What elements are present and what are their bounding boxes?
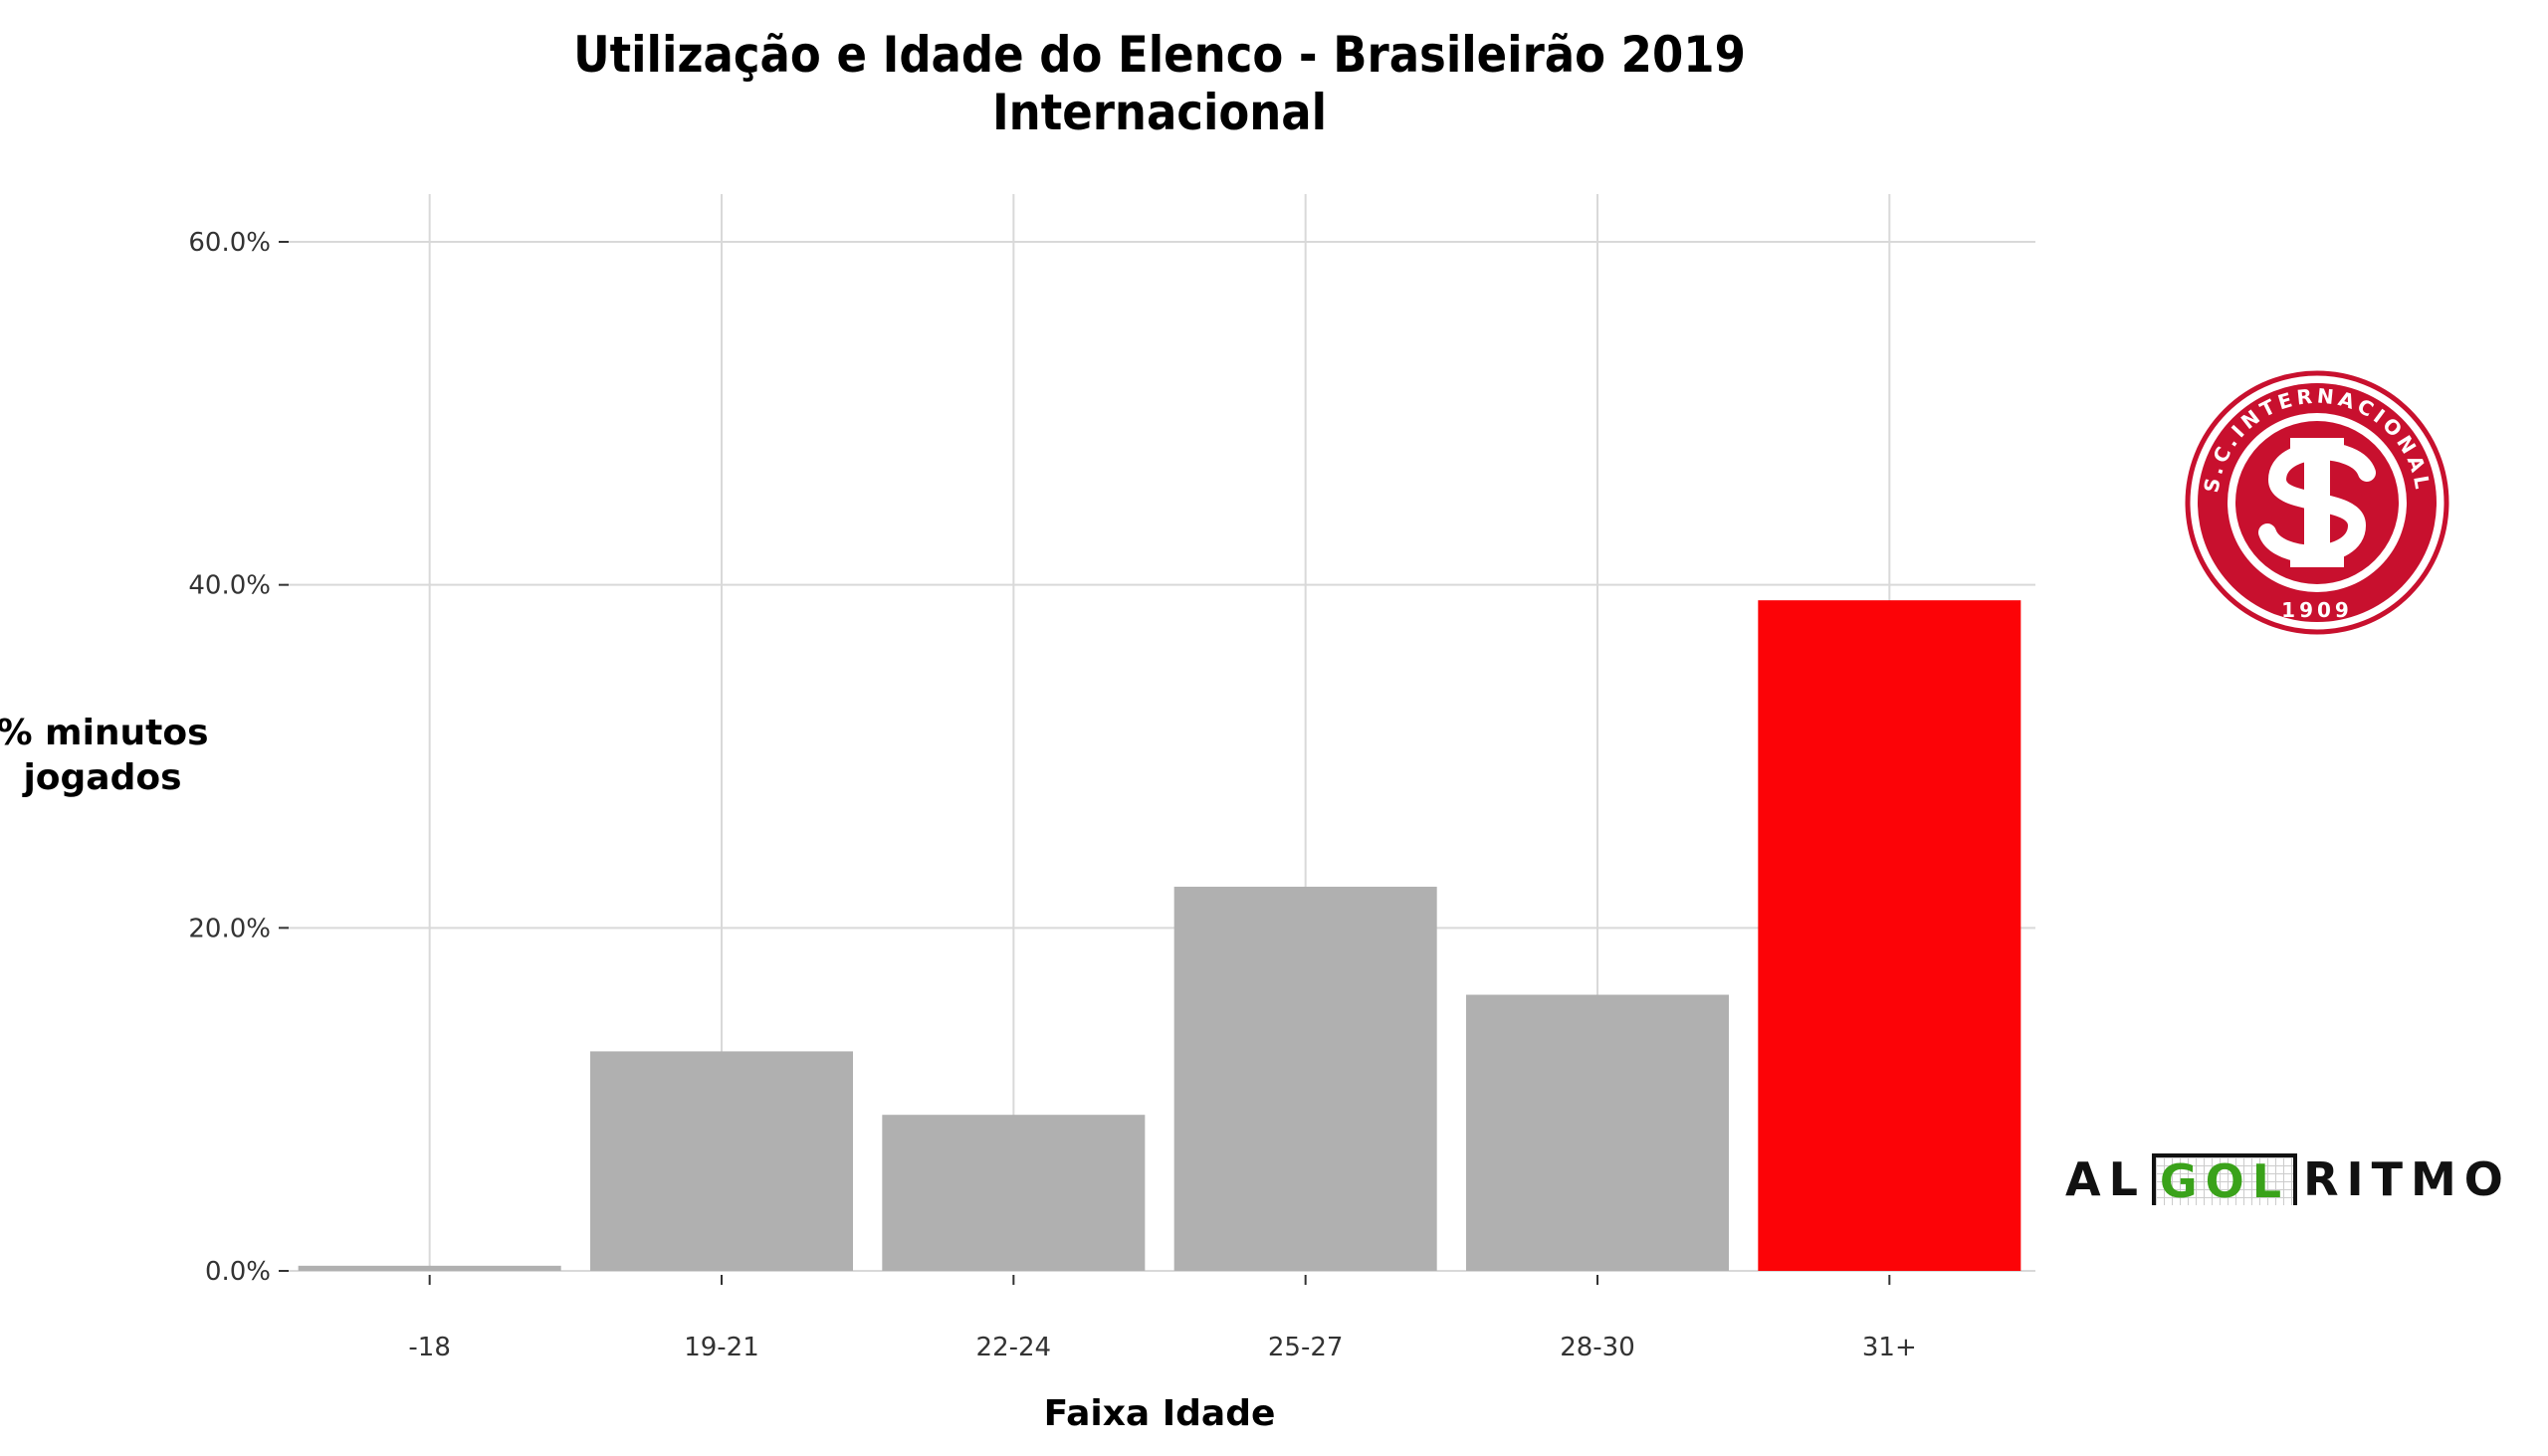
y-tick-label: 0.0%: [205, 1257, 271, 1287]
y-tick-label: 20.0%: [188, 914, 271, 943]
y-tick-label: 40.0%: [188, 571, 271, 601]
algolritmo-brand: AL GOL RITMO: [2065, 1149, 2511, 1209]
y-axis-ticks: 0.0% 20.0% 40.0% 60.0%: [188, 228, 289, 1287]
club-logo: S.C.INTERNACIONAL 1909: [2183, 368, 2451, 637]
bar-22-24: [882, 1115, 1146, 1271]
x-tick-label: 25-27: [1268, 1333, 1344, 1362]
y-tick-label: 60.0%: [188, 228, 271, 258]
bar--18: [298, 1265, 561, 1271]
bars: [298, 600, 2021, 1271]
x-tick-label: 28-30: [1560, 1333, 1635, 1362]
bar-25-27: [1173, 886, 1437, 1271]
x-tick-label: -18: [408, 1333, 450, 1362]
bar-28-30: [1466, 994, 1729, 1271]
logo-year: 1909: [2281, 598, 2353, 622]
chart-title: Utilização e Idade do Elenco - Brasileir…: [573, 26, 1746, 84]
brand-part-ritmo: RITMO: [2303, 1152, 2511, 1206]
bar-19-21: [590, 1051, 853, 1271]
bar-31+: [1758, 600, 2021, 1271]
x-tick-label: 31+: [1862, 1333, 1917, 1362]
chart-subtitle: Internacional: [991, 84, 1328, 141]
x-tick-label: 22-24: [976, 1333, 1052, 1362]
x-axis-ticks: -18 19-21 22-24 25-27 28-30 31+: [408, 1275, 1917, 1362]
y-axis-title-line1: % minutos: [0, 713, 209, 753]
x-axis-title: Faixa Idade: [1044, 1393, 1276, 1434]
brand-part-gol: GOL: [2151, 1153, 2298, 1205]
brand-part-al: AL: [2065, 1152, 2146, 1206]
x-tick-label: 19-21: [684, 1333, 759, 1362]
y-axis-title-line2: jogados: [21, 757, 181, 798]
